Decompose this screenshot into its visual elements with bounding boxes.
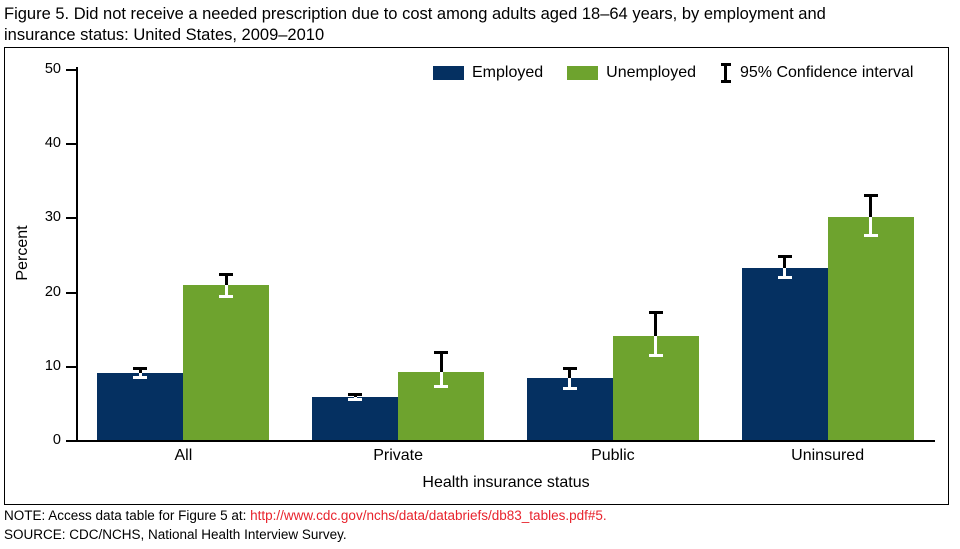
y-tick-label: 20: [44, 283, 61, 300]
legend-label-confidence-interval: 95% Confidence interval: [739, 64, 914, 81]
ci-stem-upper: [654, 313, 658, 337]
legend-item-confidence-interval: 95% Confidence interval: [720, 63, 913, 83]
ci-cap-top: [434, 350, 449, 354]
bar-employed-private: [312, 396, 399, 440]
ci-stem-lower: [224, 284, 228, 295]
ci-stem-upper: [568, 369, 572, 379]
x-category-label: All: [174, 447, 193, 464]
y-tick: [66, 217, 76, 220]
note-line: NOTE: Access data table for Figure 5 at:…: [4, 507, 607, 526]
note-text: NOTE: Access data table for Figure 5 at:: [4, 508, 247, 523]
ci-cap-top: [648, 310, 663, 314]
ci-cap-top: [133, 367, 148, 371]
ci-cap-bottom: [434, 385, 449, 389]
ci-stem-lower: [869, 216, 873, 234]
legend-item-unemployed: Unemployed: [567, 64, 696, 82]
ci-cap-bottom: [133, 376, 148, 380]
ci-cap-bottom: [219, 294, 234, 298]
data-table-link[interactable]: http://www.cdc.gov/nchs/data/databriefs/…: [250, 508, 607, 523]
bar-unemployed-all: [183, 284, 270, 440]
bar-unemployed-uninsured: [827, 216, 914, 440]
ci-stem-lower: [568, 378, 572, 388]
y-tick-label: 50: [44, 61, 61, 77]
legend-label-employed: Employed: [472, 64, 544, 81]
ci-cap-bottom: [863, 233, 878, 237]
ci-stem-upper: [138, 370, 142, 374]
ci-stem-lower: [439, 371, 443, 386]
ci-cap-bottom: [777, 275, 792, 279]
ci-stem-lower: [783, 267, 787, 276]
ci-cap-top: [562, 366, 577, 370]
bar-employed-uninsured: [741, 267, 828, 440]
ci-stem-upper: [224, 276, 228, 285]
unemployed-swatch: [567, 66, 599, 80]
ci-cap-top: [219, 273, 234, 277]
chart-legend: Employed Unemployed 95% Confidence inter…: [433, 63, 913, 83]
figure-title-line2: insurance status: United States, 2009–20…: [4, 26, 325, 44]
legend-item-employed: Employed: [433, 64, 543, 82]
y-tick-label: 40: [44, 135, 61, 152]
source-line: SOURCE: CDC/NCHS, National Health Interv…: [4, 526, 347, 542]
ci-cap-bottom: [348, 398, 363, 402]
y-tick: [66, 69, 76, 71]
x-category-label: Private: [373, 447, 424, 464]
ci-stem-upper: [439, 353, 443, 372]
ci-cap-bottom: [562, 387, 577, 391]
ci-cap-top: [863, 194, 878, 198]
y-tick-label: 10: [44, 357, 61, 374]
x-category-label: Uninsured: [791, 447, 865, 464]
figure-title: Figure 5. Did not receive a needed presc…: [4, 4, 949, 46]
footer-notes: NOTE: Access data table for Figure 5 at:…: [4, 507, 607, 544]
y-axis-line: [76, 67, 78, 442]
y-tick-label: 30: [44, 209, 61, 226]
y-tick: [66, 143, 76, 146]
bar-employed-all: [97, 373, 184, 440]
plot-area: 0 10 20 30 40 50 All Private Public Uninsured: [5, 48, 948, 504]
x-axis-title: Health insurance status: [422, 474, 590, 491]
ci-cap-top: [348, 392, 363, 396]
legend-label-unemployed: Unemployed: [606, 64, 696, 81]
employed-swatch: [433, 66, 464, 80]
ci-stem-upper: [353, 395, 357, 397]
y-tick-label: 0: [52, 432, 61, 448]
x-category-label: Public: [591, 447, 635, 464]
error-bar-icon: [720, 63, 732, 83]
ci-stem-lower: [138, 373, 142, 377]
ci-stem-lower: [353, 396, 357, 399]
ci-cap-bottom: [648, 353, 663, 357]
y-tick: [66, 365, 76, 368]
x-axis-line: [76, 440, 935, 442]
figure-title-line1: Figure 5. Did not receive a needed presc…: [4, 5, 826, 23]
ci-stem-lower: [654, 336, 658, 354]
y-tick: [66, 440, 76, 442]
chart-frame: Employed Unemployed 95% Confidence inter…: [4, 47, 949, 505]
ci-stem-upper: [783, 257, 787, 268]
y-tick: [66, 291, 76, 294]
ci-cap-top: [777, 254, 792, 258]
ci-stem-upper: [869, 197, 873, 217]
